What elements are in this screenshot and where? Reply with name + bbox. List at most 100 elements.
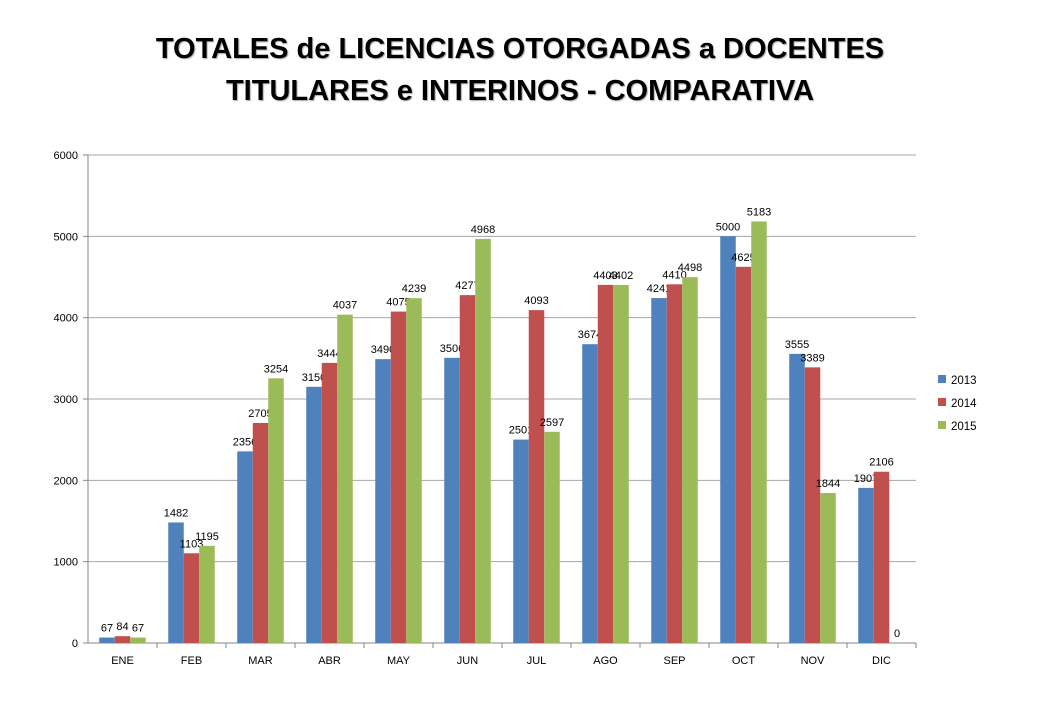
data-label: 3555 <box>785 339 809 351</box>
x-tick-label: MAY <box>387 655 411 667</box>
y-tick-label: 5000 <box>54 231 78 243</box>
bar-2013 <box>582 344 598 643</box>
x-tick-label: SEP <box>663 655 685 667</box>
data-label: 4498 <box>678 262 702 274</box>
data-label: 2501 <box>509 425 533 437</box>
bar-2015 <box>199 545 215 643</box>
x-tick-label: ENE <box>111 655 134 667</box>
x-tick-label: JUL <box>527 655 547 667</box>
data-label: 5183 <box>747 206 771 218</box>
bar-2015 <box>820 493 836 643</box>
bar-2015 <box>130 637 146 643</box>
bar-2013 <box>306 386 322 643</box>
legend-label: 2015 <box>951 421 977 433</box>
bar-2014 <box>804 367 821 643</box>
data-label: 2356 <box>233 436 257 448</box>
data-label: 1103 <box>180 538 204 550</box>
bar-2014 <box>252 422 269 643</box>
legend-label: 2014 <box>951 398 977 410</box>
data-label: 4403 <box>593 270 617 282</box>
bar-2013 <box>375 359 391 643</box>
data-label: 3150 <box>302 372 326 384</box>
legend-swatch <box>938 421 946 429</box>
legend-swatch <box>938 398 946 406</box>
data-label: 3444 <box>317 348 341 360</box>
data-label: 1844 <box>816 478 840 490</box>
bar-2015 <box>613 284 629 643</box>
data-label: 4968 <box>471 224 495 236</box>
bar-2014 <box>735 266 752 643</box>
bar-2014 <box>321 362 338 643</box>
bar-2015 <box>475 238 491 643</box>
data-label: 5000 <box>716 221 740 233</box>
data-label: 4093 <box>524 295 548 307</box>
data-label: 67 <box>132 623 144 635</box>
x-tick-label: OCT <box>732 655 756 667</box>
data-label: 4241 <box>647 283 671 295</box>
bar-2014 <box>873 471 890 643</box>
data-label: 3490 <box>371 344 395 356</box>
bar-2014 <box>666 284 683 643</box>
bar-2015 <box>268 378 284 643</box>
bar-2013 <box>513 439 529 643</box>
bar-2014 <box>528 310 545 643</box>
bar-2015 <box>544 431 560 643</box>
bar-2013 <box>720 236 736 644</box>
bar-2014 <box>390 311 407 643</box>
bar-2013 <box>858 487 874 643</box>
data-label: 4625 <box>731 252 755 264</box>
data-label: 3674 <box>578 329 602 341</box>
y-tick-label: 4000 <box>54 313 78 325</box>
bar-2013 <box>237 451 253 643</box>
y-tick-label: 1000 <box>54 557 78 569</box>
bar-2013 <box>168 522 184 643</box>
data-label: 1907 <box>854 473 878 485</box>
bar-2013 <box>99 637 115 643</box>
bar-2014 <box>183 553 200 643</box>
x-tick-label: FEB <box>181 655 202 667</box>
bar-2014 <box>597 284 614 643</box>
data-label: 0 <box>894 628 900 640</box>
data-label: 3254 <box>264 363 288 375</box>
data-label: 2106 <box>869 457 893 469</box>
bar-2014 <box>459 295 476 643</box>
x-tick-label: ABR <box>318 655 341 667</box>
bar-2015 <box>682 277 698 643</box>
data-label: 84 <box>116 621 128 633</box>
y-tick-label: 2000 <box>54 475 78 487</box>
bar-2013 <box>444 357 460 643</box>
chart-title-line-1: TOTALES de LICENCIAS OTORGADAS a DOCENTE… <box>155 33 885 65</box>
y-tick-label: 0 <box>72 638 78 650</box>
data-label: 3506 <box>440 343 464 355</box>
legend-label: 2013 <box>951 375 977 387</box>
bar-2013 <box>789 353 805 643</box>
bar-2015 <box>751 221 767 643</box>
x-tick-label: AGO <box>593 655 618 667</box>
data-label: 67 <box>101 623 113 635</box>
bar-2013 <box>651 298 667 643</box>
bar-2015 <box>337 314 353 643</box>
x-tick-label: DIC <box>872 655 891 667</box>
data-label: 4075 <box>386 297 410 309</box>
data-label: 4239 <box>402 283 426 295</box>
bar-2014 <box>114 636 131 643</box>
bar-2015 <box>406 298 422 643</box>
data-label: 4277 <box>455 280 479 292</box>
x-tick-label: NOV <box>801 655 826 667</box>
data-label: 4037 <box>333 300 357 312</box>
legend-swatch <box>938 375 946 383</box>
y-tick-label: 3000 <box>54 394 78 406</box>
x-tick-label: JUN <box>457 655 478 667</box>
data-label: 4410 <box>662 269 686 281</box>
data-label: 1482 <box>164 507 188 519</box>
data-label: 3389 <box>800 352 824 364</box>
data-label: 2705 <box>248 408 272 420</box>
data-label: 1195 <box>195 531 219 543</box>
data-label: 4402 <box>609 270 633 282</box>
y-tick-label: 6000 <box>54 150 78 162</box>
chart-title-line-2: TITULARES e INTERINOS - COMPARATIVA <box>225 75 815 107</box>
data-label: 2597 <box>540 417 564 429</box>
x-tick-label: MAR <box>248 655 273 667</box>
chart-title: TOTALES de LICENCIAS OTORGADAS a DOCENTE… <box>0 28 1040 112</box>
